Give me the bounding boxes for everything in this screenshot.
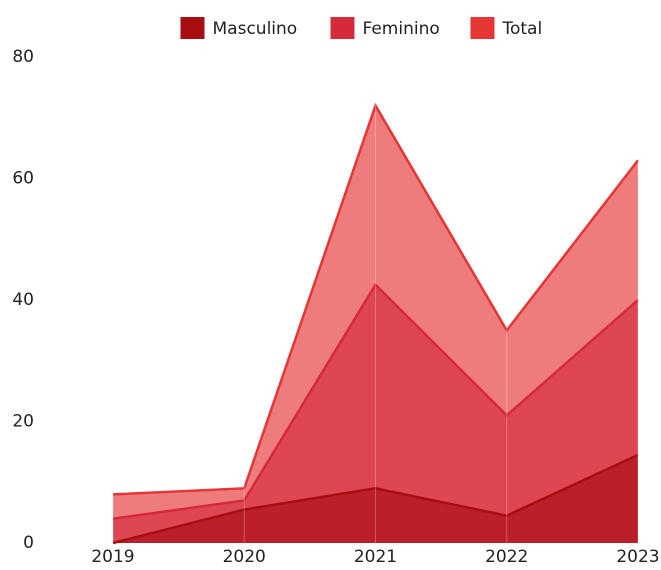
legend-label: Masculino: [213, 19, 298, 39]
x-tick-label: 2023: [616, 547, 659, 567]
legend-label: Total: [502, 19, 543, 39]
line: [112, 102, 639, 496]
line: [112, 282, 639, 520]
area: [113, 454, 638, 543]
y-tick-label: 20: [12, 412, 34, 432]
legend-swatch: [470, 17, 495, 39]
y-tick-label: 80: [12, 47, 34, 67]
legend-swatch: [330, 17, 355, 39]
legend-label: Feminino: [363, 19, 440, 39]
x-tick-label: 2021: [354, 547, 397, 567]
line: [112, 453, 639, 545]
x-tick-label: 2022: [485, 547, 528, 567]
y-tick-label: 60: [12, 169, 34, 189]
x-tick-label: 2020: [223, 547, 266, 567]
area: [113, 284, 638, 543]
y-tick-label: 40: [12, 290, 34, 310]
x-tick-label: 2019: [91, 547, 134, 567]
y-tick-label: 0: [23, 533, 34, 553]
legend-swatch: [180, 17, 205, 39]
